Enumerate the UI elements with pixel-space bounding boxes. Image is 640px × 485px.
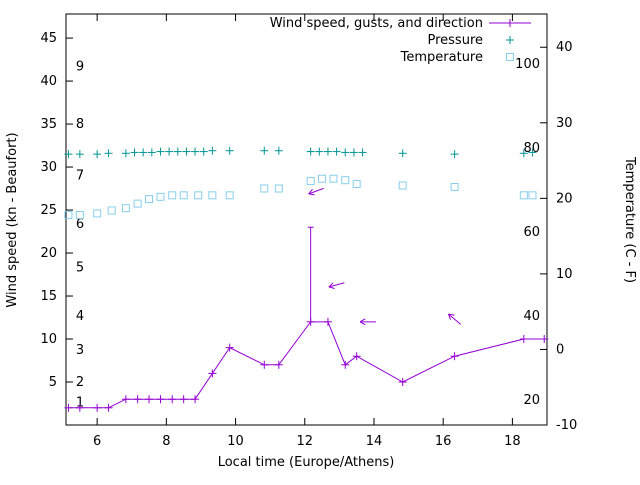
svg-text:30: 30 [556, 116, 573, 131]
fahrenheit-scale-label: 40 [523, 309, 540, 324]
legend-label-pressure: Pressure [427, 33, 483, 48]
beaufort-scale-label: 1 [76, 396, 84, 411]
legend-label-temperature: Temperature [400, 50, 483, 65]
legend-sample-wind [489, 19, 531, 27]
fahrenheit-scale-label: 60 [523, 225, 540, 240]
beaufort-scale-label: 2 [76, 375, 84, 390]
plot-generated-content: 6 8 10 12 14 16 1851015202530354045-1001020304… [40, 13, 577, 449]
svg-text:12: 12 [296, 434, 313, 449]
gust-bars [307, 226, 314, 322]
svg-text:6: 6 [93, 434, 101, 449]
beaufort-scale-label: 7 [76, 169, 84, 184]
beaufort-scale-label: 4 [76, 309, 84, 324]
svg-text:0: 0 [556, 342, 564, 357]
fahrenheit-scale-label: 20 [523, 393, 540, 408]
svg-text:45: 45 [40, 31, 57, 46]
legend-sample-temperature [506, 53, 514, 61]
legend-sample-pressure [506, 36, 514, 44]
svg-text:20: 20 [40, 246, 57, 261]
beaufort-scale-label: 8 [76, 117, 84, 132]
svg-text:25: 25 [40, 203, 57, 218]
x-axis-label: Local time (Europe/Athens) [218, 455, 395, 470]
svg-text:15: 15 [40, 289, 57, 304]
beaufort-scale-label: 5 [76, 261, 84, 276]
svg-text:40: 40 [556, 40, 573, 55]
svg-text:10: 10 [556, 267, 573, 282]
svg-text:30: 30 [40, 160, 57, 175]
svg-text:40: 40 [40, 74, 57, 89]
svg-text:10: 10 [40, 332, 57, 347]
svg-text:18: 18 [504, 434, 521, 449]
beaufort-scale-label: 3 [76, 343, 84, 358]
svg-text:5: 5 [49, 375, 57, 390]
svg-text:-10: -10 [556, 418, 577, 433]
svg-text:35: 35 [40, 117, 57, 132]
y-right-axis-label: Temperature (C - F) [622, 156, 637, 283]
temperature-series [64, 174, 537, 219]
fahrenheit-scale-label: 100 [515, 57, 540, 72]
y-left-axis-label: Wind speed (kn - Beaufort) [5, 132, 20, 307]
svg-text:16: 16 [435, 434, 452, 449]
svg-text:20: 20 [556, 191, 573, 206]
svg-text:14: 14 [366, 434, 383, 449]
legend-label-wind: Wind speed, gusts, and direction [270, 16, 483, 31]
beaufort-scale-label: 6 [76, 217, 84, 232]
axis-ticks [66, 14, 547, 426]
legend: Wind speed, gusts, and direction Pressure… [270, 16, 531, 65]
plot-border [65, 13, 548, 426]
svg-text:10: 10 [227, 434, 244, 449]
wind-direction-arrows [308, 187, 462, 326]
pressure-series [64, 146, 537, 159]
svg-text:8: 8 [162, 434, 170, 449]
tick-labels: 6 8 10 12 14 16 1851015202530354045-1001020304… [40, 31, 577, 449]
beaufort-scale-label: 9 [76, 59, 84, 74]
